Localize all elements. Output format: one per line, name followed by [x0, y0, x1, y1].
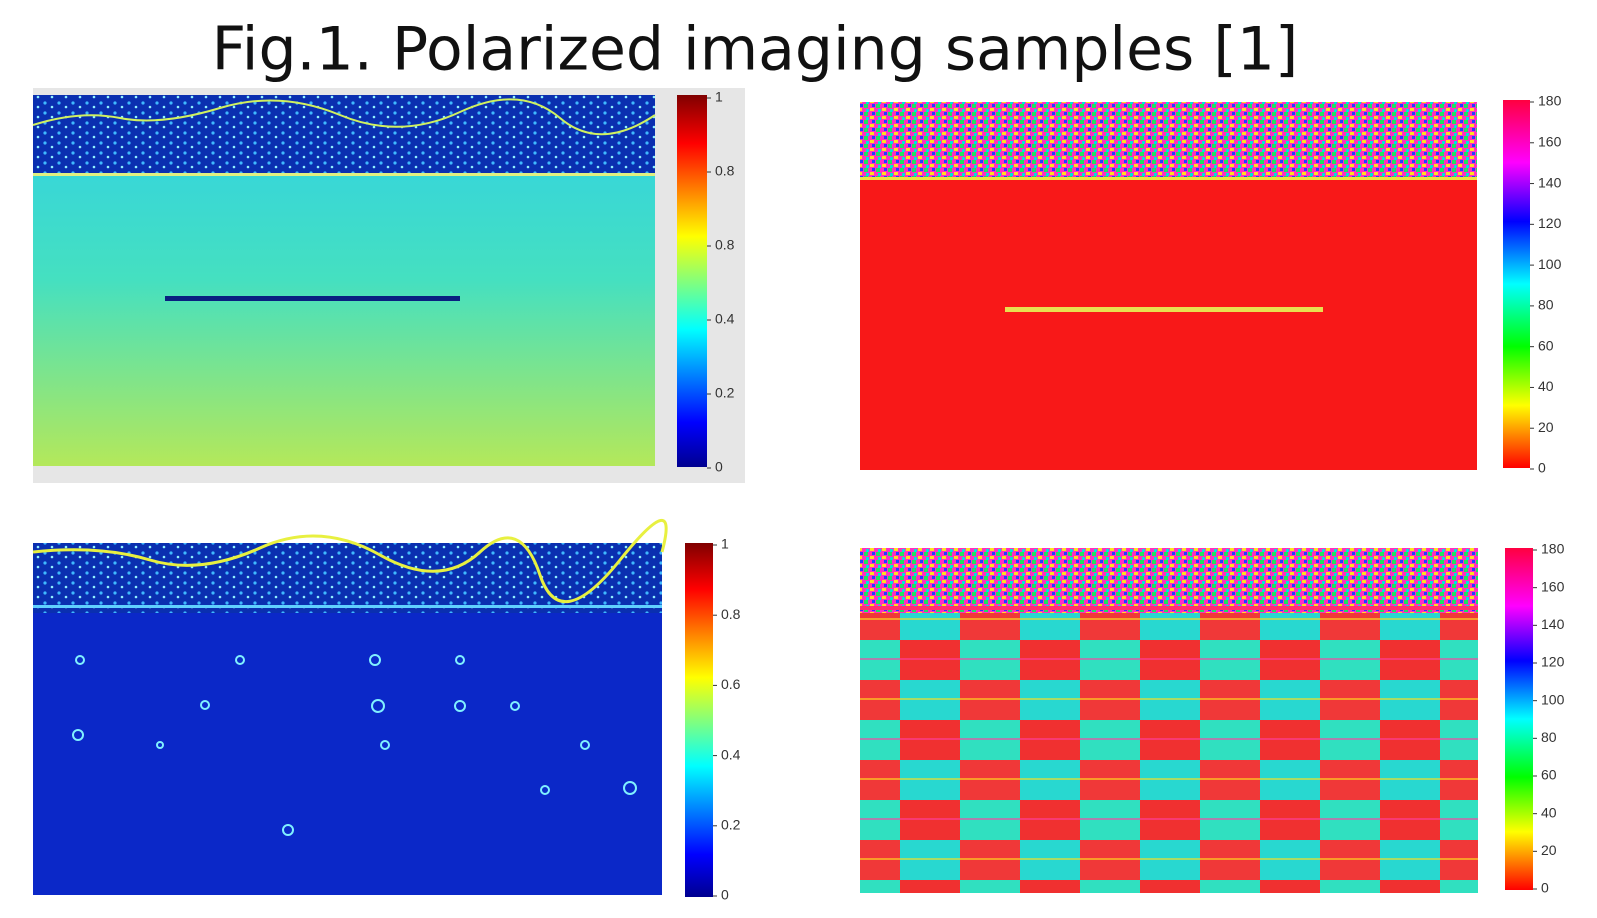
colorbar-tick-label: 0.6	[721, 676, 741, 692]
colorbar	[685, 543, 713, 897]
colorbar-tick-label: 180	[1538, 93, 1562, 109]
figure-title: Fig.1. Polarized imaging samples [1]	[212, 15, 1299, 85]
figure: Fig.1. Polarized imaging samples [1]	[0, 0, 1597, 918]
colorbar	[1503, 100, 1530, 468]
colorbar-tick-label: 120	[1541, 654, 1565, 670]
colorbar-tick-label: 40	[1538, 378, 1554, 394]
colorbar-tick-label: 0.4	[715, 311, 735, 327]
colorbar-tick-label: 0	[715, 459, 723, 475]
colorbar-tick-label: 80	[1541, 729, 1557, 745]
colorbar-tick-label: 0.8	[715, 237, 735, 253]
colorbar-tick-label: 0	[1541, 880, 1549, 896]
colorbar-tick-label: 100	[1541, 691, 1565, 707]
colorbar-tick-label: 160	[1541, 578, 1565, 594]
colorbar-tick-label: 0.8	[715, 163, 735, 179]
colorbar-tick-label: 1	[721, 536, 729, 552]
colorbar-tick-label: 0.8	[721, 606, 741, 622]
colorbar-tick-label: 0.2	[715, 385, 735, 401]
colorbar-tick-label: 60	[1541, 767, 1557, 783]
colorbar-tick-label: 0.2	[721, 817, 741, 833]
colorbar-tick-label: 0	[1538, 460, 1546, 476]
colorbar-tick-label: 160	[1538, 133, 1562, 149]
colorbar	[1505, 548, 1533, 890]
colorbar-tick-label: 100	[1538, 256, 1562, 272]
panel-image	[33, 520, 666, 895]
colorbar-tick-label: 0.4	[721, 746, 741, 762]
colorbar-tick-label: 80	[1538, 297, 1554, 313]
panel-image	[860, 102, 1477, 470]
colorbar-tick-label: 140	[1538, 174, 1562, 190]
colorbar-tick-label: 120	[1538, 215, 1562, 231]
panel-image	[33, 95, 655, 466]
colorbar-tick-label: 20	[1538, 419, 1554, 435]
colorbar-tick-label: 180	[1541, 541, 1565, 557]
colorbar-tick-label: 1	[715, 89, 723, 105]
colorbar-tick-label: 40	[1541, 804, 1557, 820]
colorbar-tick-label: 20	[1541, 842, 1557, 858]
panel-image	[860, 548, 1478, 893]
colorbar-tick-label: 140	[1541, 616, 1565, 632]
colorbar-tick-label: 0	[721, 887, 729, 903]
colorbar	[677, 95, 707, 467]
colorbar-tick-label: 60	[1538, 337, 1554, 353]
